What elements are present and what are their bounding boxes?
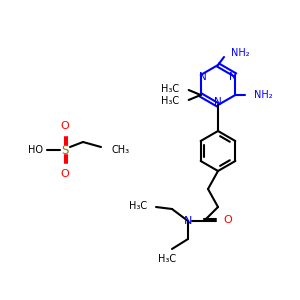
Text: N: N (184, 216, 192, 226)
Text: O: O (61, 169, 69, 179)
Text: O: O (61, 121, 69, 131)
Text: HO: HO (28, 145, 43, 155)
Text: H₃C: H₃C (158, 254, 176, 264)
Text: O: O (223, 215, 232, 225)
Text: S: S (61, 143, 69, 157)
Text: N: N (214, 97, 222, 107)
Text: H₃C: H₃C (160, 96, 179, 106)
Text: NH₂: NH₂ (254, 90, 273, 100)
Text: H₃C: H₃C (160, 84, 179, 94)
Text: H₃C: H₃C (129, 201, 147, 211)
Text: NH₂: NH₂ (231, 48, 250, 58)
Text: N: N (200, 71, 207, 82)
Text: CH₃: CH₃ (111, 145, 129, 155)
Text: N: N (229, 71, 237, 82)
